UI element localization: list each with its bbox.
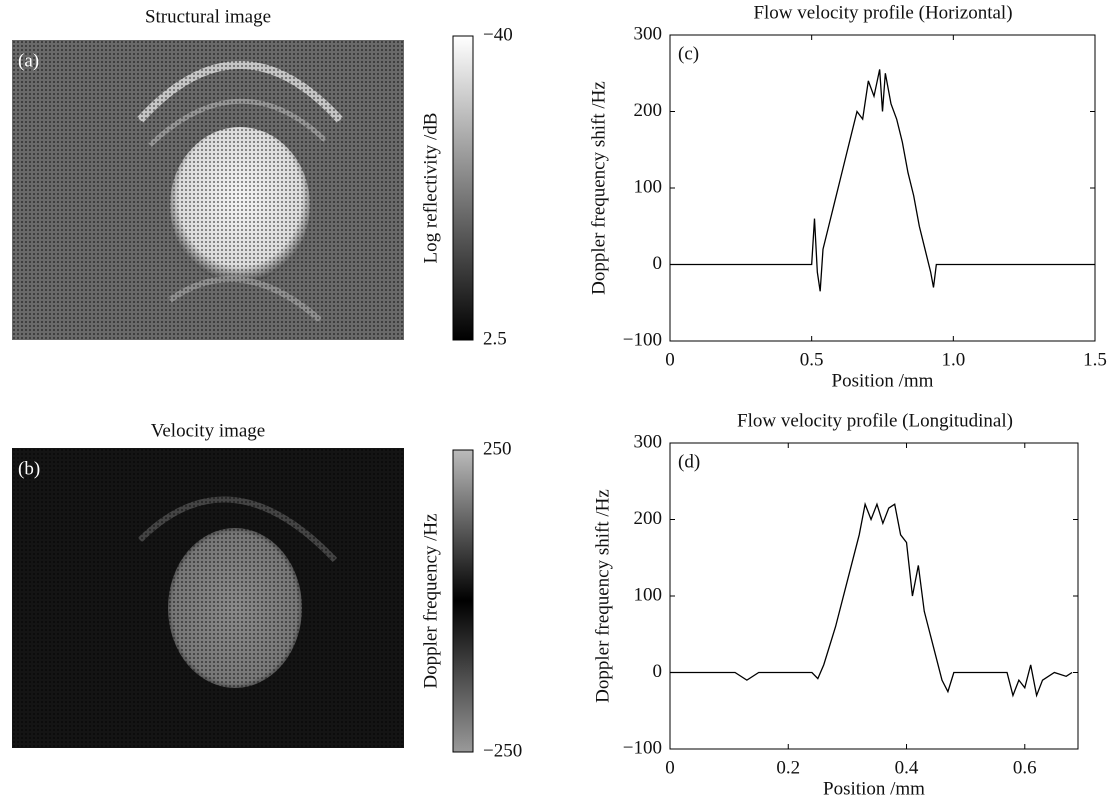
colorbar-tick-label: 2.5 (483, 328, 507, 349)
x-tick-label: 1.0 (941, 349, 965, 370)
panel-label: (a) (18, 50, 39, 71)
colorbar-label: Log reflectivity /dB (420, 113, 441, 264)
colorbar-tick-label: −250 (483, 740, 522, 761)
y-tick-label: 300 (634, 23, 663, 44)
x-tick-label: 0 (665, 349, 675, 370)
x-tick-label: 0.6 (1013, 757, 1037, 778)
y-tick-label: −100 (623, 329, 662, 350)
x-tick-label: 0 (665, 757, 675, 778)
panel-title: Flow velocity profile (Horizontal) (753, 2, 1012, 23)
y-tick-label: 100 (634, 584, 663, 605)
colorbar (452, 449, 474, 753)
x-tick-label: 0.2 (776, 757, 800, 778)
panel-label: (d) (678, 451, 700, 472)
velocity-image (12, 448, 404, 748)
y-tick-label: 0 (653, 661, 663, 682)
panel-label: (b) (18, 458, 40, 479)
panel-label: (c) (678, 43, 699, 64)
panel-title: Velocity image (151, 420, 266, 441)
panel-title: Structural image (145, 6, 271, 27)
y-tick-label: 200 (634, 508, 663, 529)
plot-frame (669, 34, 1096, 342)
structural-image (12, 40, 404, 340)
x-axis-label: Position /mm (823, 778, 925, 799)
x-tick-label: 0.5 (800, 349, 824, 370)
y-tick-label: 200 (634, 100, 663, 121)
panel-title: Flow velocity profile (Longitudinal) (737, 410, 1013, 431)
plot-frame (669, 442, 1079, 750)
y-tick-label: 0 (653, 253, 663, 274)
y-tick-label: 300 (634, 431, 663, 452)
colorbar-tick-label: −40 (483, 24, 513, 45)
colorbar-tick-label: 250 (483, 438, 512, 459)
profile-line (670, 501, 1073, 698)
y-axis-label: Doppler frequency shift /Hz (588, 81, 609, 295)
x-axis-label: Position /mm (832, 370, 934, 391)
x-tick-label: 1.5 (1083, 349, 1107, 370)
profile-line (670, 69, 1095, 292)
colorbar (452, 35, 474, 341)
y-tick-label: −100 (623, 737, 662, 758)
colorbar-label: Doppler frequency /Hz (420, 513, 441, 688)
y-tick-label: 100 (634, 176, 663, 197)
x-tick-label: 0.4 (895, 757, 919, 778)
y-axis-label: Doppler frequency shift /Hz (592, 489, 613, 703)
